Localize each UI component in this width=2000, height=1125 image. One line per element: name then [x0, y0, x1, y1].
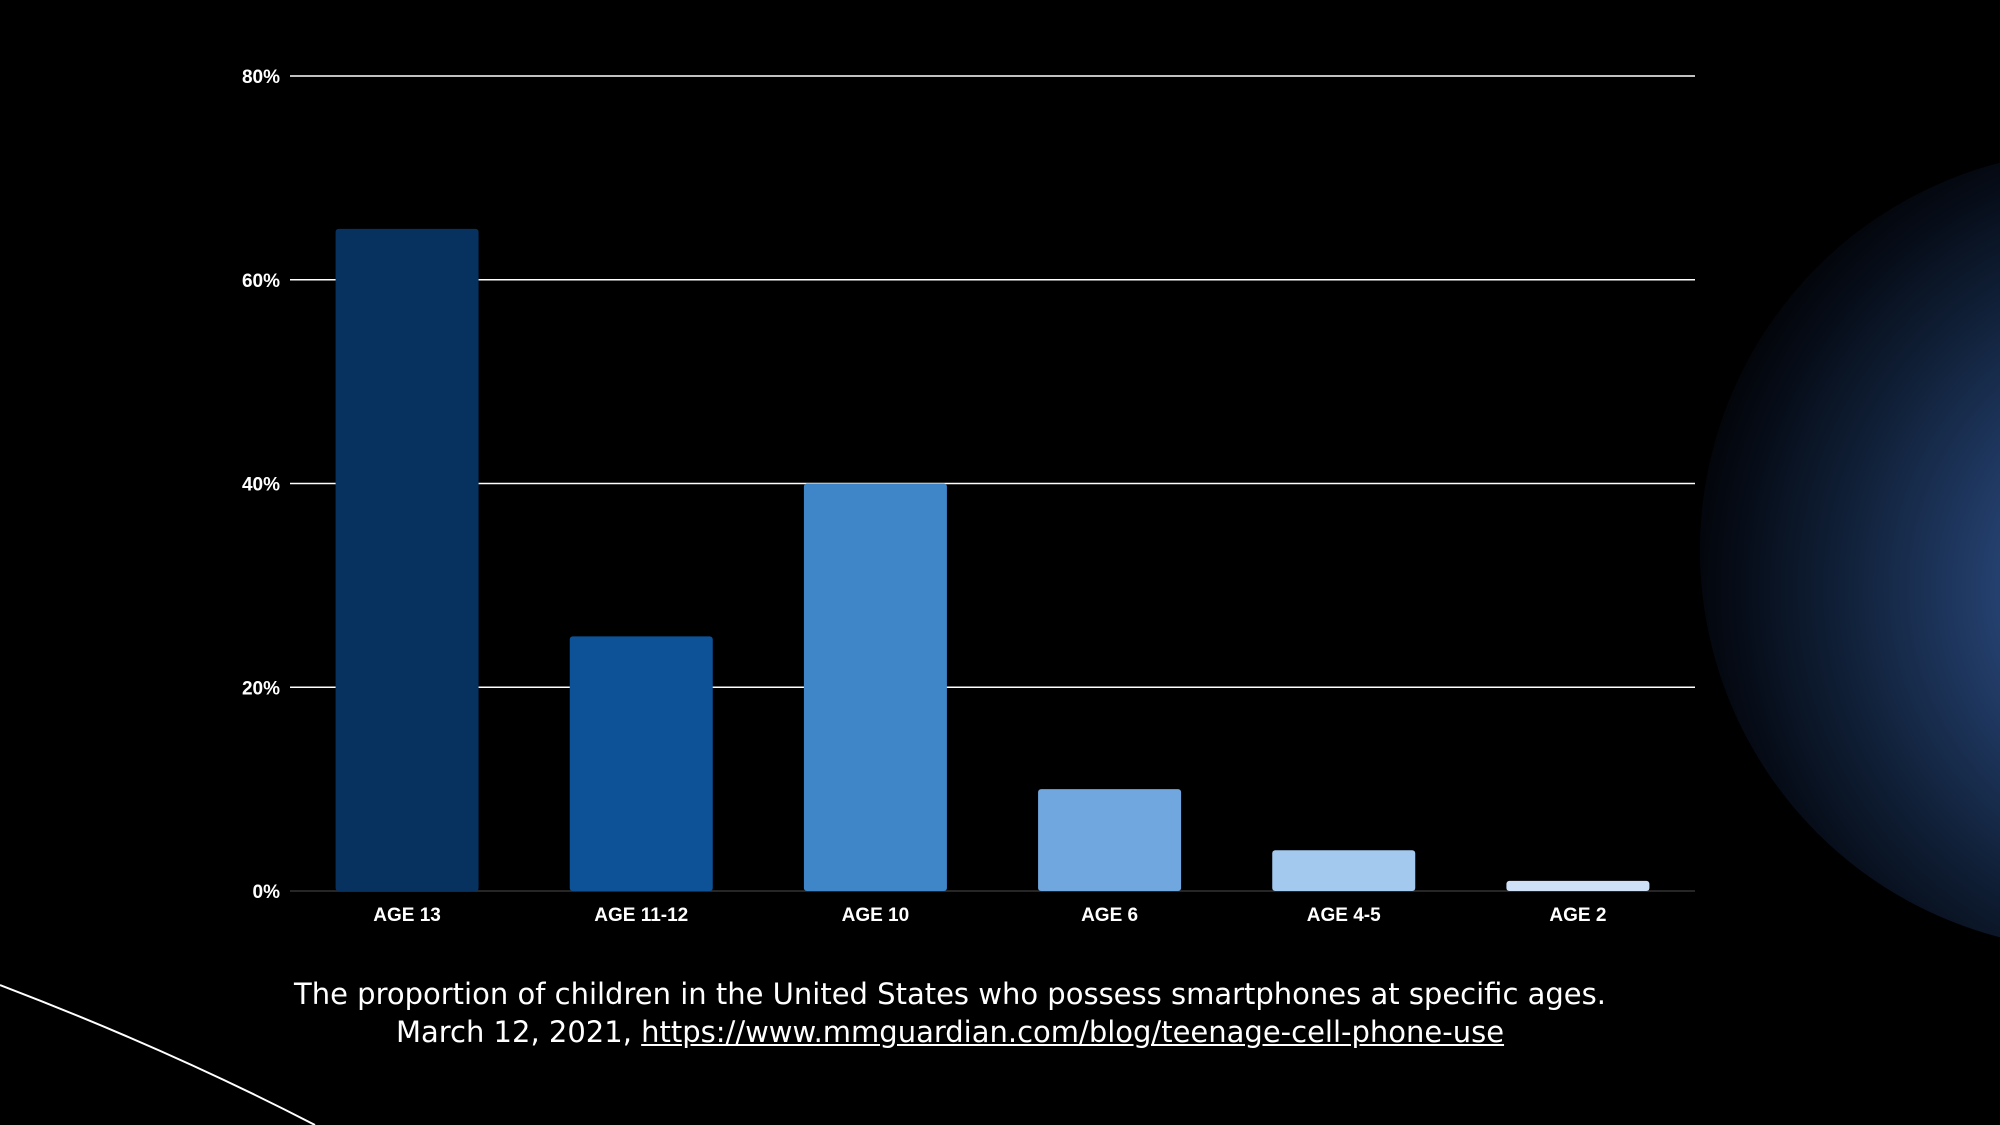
y-tick-label: 60% — [242, 271, 280, 292]
y-tick-label: 20% — [242, 678, 280, 699]
y-tick-label: 0% — [253, 882, 281, 903]
bar — [1038, 789, 1182, 891]
bar — [803, 483, 947, 891]
gridlines — [290, 75, 1695, 892]
x-tick-label: AGE 11-12 — [594, 905, 688, 926]
x-tick-label: AGE 10 — [842, 905, 910, 926]
caption-line-1: The proportion of children in the United… — [294, 977, 1606, 1011]
chart-caption: The proportion of children in the United… — [150, 975, 1750, 1051]
x-tick-label: AGE 6 — [1081, 905, 1138, 926]
bar — [335, 228, 479, 891]
x-axis-ticks: AGE 13 AGE 11-12 AGE 10 AGE 6 AGE 4-5 AGE 2 — [373, 905, 1606, 926]
bar-chart: 0%20%40%60%80% AGE 13 AGE 11-12 AGE 10 AGE … — [242, 67, 1695, 926]
y-axis-ticks: 0% 20% 40% 60% 80% — [242, 67, 280, 903]
source-link[interactable]: https://www.mmguardian.com/blog/teenage-… — [641, 1015, 1505, 1049]
y-tick-label: 40% — [242, 475, 280, 496]
bar — [1272, 850, 1416, 891]
bar — [1506, 880, 1650, 891]
x-tick-label: AGE 13 — [373, 905, 441, 926]
caption-date: March 12, 2021, — [395, 1015, 642, 1049]
caption-line-2: March 12, 2021, https://www.mmguardian.c… — [150, 1013, 1750, 1051]
bars — [335, 228, 1650, 891]
x-tick-label: AGE 2 — [1549, 905, 1606, 926]
bar — [569, 636, 713, 891]
x-tick-label: AGE 4-5 — [1307, 905, 1381, 926]
y-tick-label: 80% — [242, 67, 280, 88]
